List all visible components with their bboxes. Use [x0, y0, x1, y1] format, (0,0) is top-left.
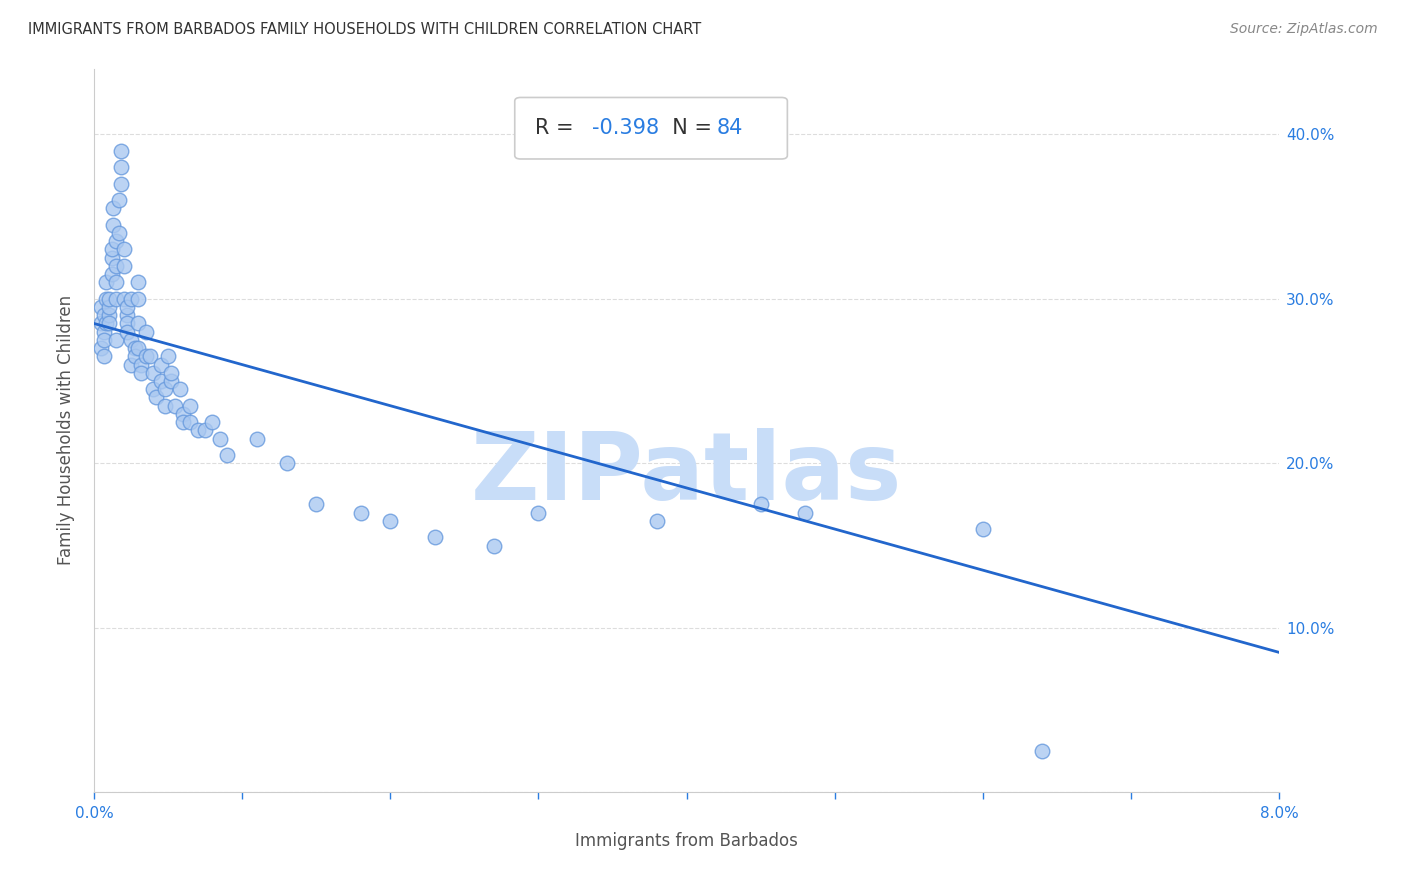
Point	[97, 308, 120, 322]
Point	[108, 193, 131, 207]
Point	[115, 325, 138, 339]
Point	[90, 317, 112, 331]
Point	[110, 177, 132, 191]
Point	[100, 267, 122, 281]
Point	[156, 350, 179, 364]
Point	[131, 358, 153, 372]
Point	[97, 300, 120, 314]
Point	[1031, 744, 1053, 758]
Point	[105, 276, 128, 290]
Point	[110, 160, 132, 174]
Point	[100, 243, 122, 257]
Point	[165, 399, 187, 413]
Point	[112, 259, 135, 273]
Point	[115, 308, 138, 322]
Point	[103, 218, 125, 232]
Text: R =: R =	[534, 119, 581, 138]
Text: Source: ZipAtlas.com: Source: ZipAtlas.com	[1230, 22, 1378, 37]
Point	[217, 448, 239, 462]
Text: IMMIGRANTS FROM BARBADOS FAMILY HOUSEHOLDS WITH CHILDREN CORRELATION CHART: IMMIGRANTS FROM BARBADOS FAMILY HOUSEHOL…	[28, 22, 702, 37]
Point	[93, 333, 115, 347]
Point	[153, 382, 176, 396]
Text: ZIPatlas: ZIPatlas	[471, 428, 903, 520]
Point	[94, 292, 117, 306]
Point	[105, 234, 128, 248]
Point	[124, 350, 146, 364]
Point	[794, 506, 817, 520]
Point	[112, 243, 135, 257]
Point	[305, 497, 328, 511]
Point	[153, 399, 176, 413]
Point	[149, 358, 172, 372]
Point	[131, 366, 153, 380]
Point	[93, 325, 115, 339]
Point	[135, 350, 157, 364]
Point	[94, 317, 117, 331]
Point	[124, 341, 146, 355]
Point	[94, 276, 117, 290]
Point	[142, 382, 165, 396]
Point	[115, 300, 138, 314]
Point	[93, 350, 115, 364]
Point	[749, 497, 772, 511]
Point	[169, 382, 191, 396]
Point	[100, 251, 122, 265]
Point	[97, 317, 120, 331]
Point	[142, 366, 165, 380]
Point	[972, 522, 994, 536]
Point	[246, 432, 269, 446]
Point	[135, 325, 157, 339]
Point	[120, 292, 142, 306]
Point	[160, 374, 183, 388]
Y-axis label: Family Households with Children: Family Households with Children	[58, 295, 75, 566]
Point	[127, 276, 149, 290]
Point	[105, 259, 128, 273]
Point	[127, 292, 149, 306]
Point	[120, 333, 142, 347]
Text: N =: N =	[659, 119, 718, 138]
Point	[149, 374, 172, 388]
Point	[645, 514, 668, 528]
Point	[139, 350, 162, 364]
Point	[120, 358, 142, 372]
Text: 84: 84	[716, 119, 742, 138]
Point	[93, 308, 115, 322]
Point	[160, 366, 183, 380]
Point	[380, 514, 402, 528]
Point	[527, 506, 550, 520]
Point	[172, 415, 194, 429]
Point	[90, 341, 112, 355]
Point	[172, 407, 194, 421]
Point	[179, 399, 201, 413]
Point	[127, 341, 149, 355]
Point	[201, 415, 224, 429]
Point	[482, 539, 505, 553]
Point	[276, 456, 298, 470]
Text: -0.398: -0.398	[592, 119, 659, 138]
Point	[90, 300, 112, 314]
Point	[112, 292, 135, 306]
FancyBboxPatch shape	[515, 97, 787, 159]
Point	[179, 415, 201, 429]
Point	[105, 333, 128, 347]
Point	[208, 432, 231, 446]
Point	[105, 292, 128, 306]
Point	[103, 202, 125, 216]
Point	[127, 317, 149, 331]
X-axis label: Immigrants from Barbados: Immigrants from Barbados	[575, 832, 799, 850]
Point	[423, 530, 446, 544]
Point	[110, 144, 132, 158]
Point	[97, 292, 120, 306]
Point	[115, 317, 138, 331]
Point	[350, 506, 373, 520]
Point	[187, 423, 209, 437]
Point	[108, 226, 131, 240]
Point	[194, 423, 217, 437]
Point	[145, 391, 167, 405]
